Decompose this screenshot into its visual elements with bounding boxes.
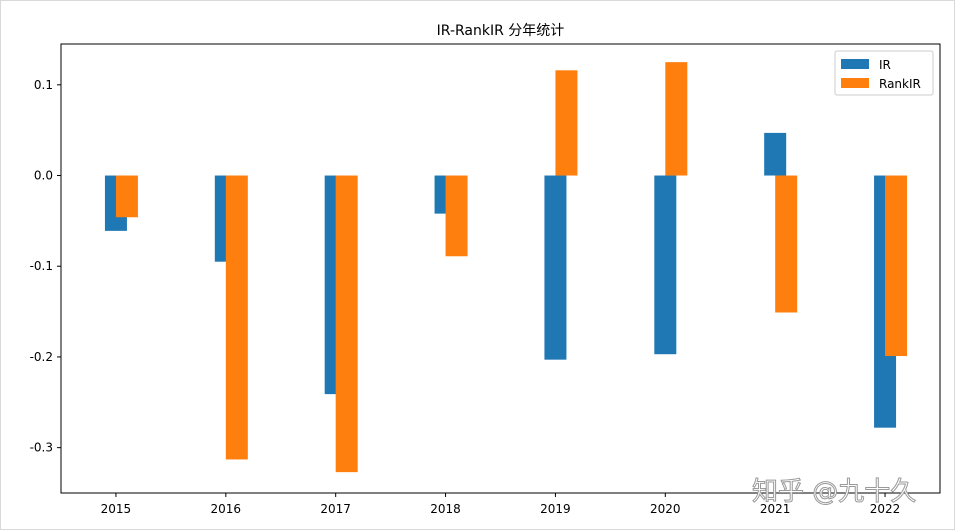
- y-tick-label: -0.1: [30, 259, 53, 273]
- y-tick-label: -0.3: [30, 441, 53, 455]
- chart-title: IR-RankIR 分年统计: [437, 23, 565, 39]
- y-tick-label: 0.1: [34, 78, 53, 92]
- x-tick-label: 2020: [650, 502, 681, 516]
- x-tick-label: 2021: [760, 502, 791, 516]
- bar-rankir-2019: [555, 70, 578, 176]
- bar-ir-2021: [764, 132, 787, 176]
- x-tick-label: 2015: [101, 502, 132, 516]
- bar-ir-2020: [654, 175, 677, 355]
- plot-area-border: [60, 43, 941, 494]
- bar-rankir-2021: [775, 175, 798, 313]
- bar-rankir-2015: [115, 175, 138, 218]
- bar-rankir-2020: [665, 62, 688, 176]
- bar-rankir-2022: [885, 175, 908, 357]
- x-tick-label: 2017: [320, 502, 351, 516]
- bar-rankir-2017: [335, 175, 358, 473]
- bar-rankir-2018: [445, 175, 468, 257]
- x-tick-label: 2018: [430, 502, 461, 516]
- legend-label-rankir: RankIR: [879, 77, 921, 91]
- legend-swatch-rankir: [841, 78, 869, 88]
- x-tick-label: 2022: [870, 502, 901, 516]
- legend: IR RankIR: [834, 50, 934, 96]
- watermark: 知乎 @九十久: [752, 477, 916, 507]
- x-tick-label: 2019: [540, 502, 571, 516]
- axis-ticks: 0.1 0.0 -0.1 -0.2 -0.3 2015 2016 2017 2018 2019 20…: [30, 78, 901, 516]
- bar-ir-2019: [544, 175, 567, 360]
- legend-swatch-ir: [841, 59, 869, 69]
- legend-label-ir: IR: [879, 58, 891, 72]
- bars: [104, 62, 908, 473]
- x-tick-label: 2016: [211, 502, 242, 516]
- y-tick-label: -0.2: [30, 350, 53, 364]
- y-tick-label: 0.0: [34, 169, 53, 183]
- bar-rankir-2016: [225, 175, 248, 460]
